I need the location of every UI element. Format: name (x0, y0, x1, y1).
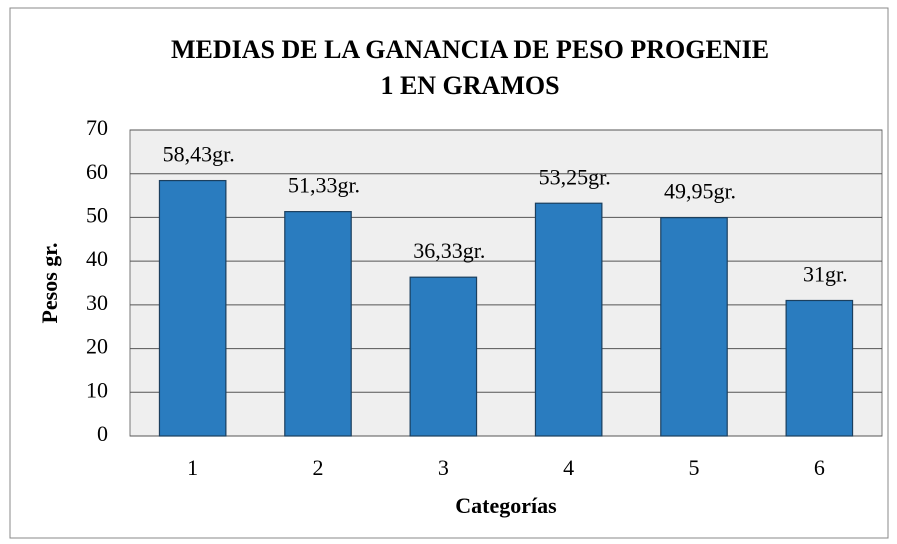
data-label: 51,33gr. (288, 173, 360, 198)
x-tick-label: 4 (563, 455, 574, 480)
y-tick-label: 50 (86, 202, 108, 227)
y-tick-label: 30 (86, 290, 108, 315)
bar (534, 202, 603, 437)
x-tick-label: 6 (814, 455, 825, 480)
plot-area (129, 129, 883, 437)
y-tick-label: 0 (97, 421, 108, 446)
y-tick-label: 20 (86, 334, 108, 359)
bar (785, 299, 854, 437)
y-tick-label: 60 (86, 159, 108, 184)
bar (660, 217, 728, 437)
y-axis-label: Pesos gr. (37, 242, 62, 323)
data-label: 58,43gr. (163, 142, 235, 167)
chart-title: 1 EN GRAMOS (380, 71, 559, 100)
data-label: 49,95gr. (664, 179, 736, 204)
x-axis-label: Categorías (455, 493, 557, 518)
data-label: 53,25gr. (539, 164, 611, 189)
y-tick-label: 40 (86, 246, 108, 271)
data-label: 31gr. (803, 262, 848, 287)
x-tick-label: 5 (689, 455, 700, 480)
x-tick-label: 1 (187, 455, 198, 480)
bar (409, 276, 478, 437)
data-label: 36,33gr. (413, 238, 485, 263)
bar (284, 211, 352, 437)
bar (158, 179, 227, 437)
y-tick-label: 70 (86, 115, 108, 140)
chart-title: MEDIAS DE LA GANANCIA DE PESO PROGENIE (171, 35, 769, 64)
x-tick-label: 3 (438, 455, 449, 480)
x-tick-label: 2 (313, 455, 324, 480)
y-tick-label: 10 (86, 377, 108, 402)
